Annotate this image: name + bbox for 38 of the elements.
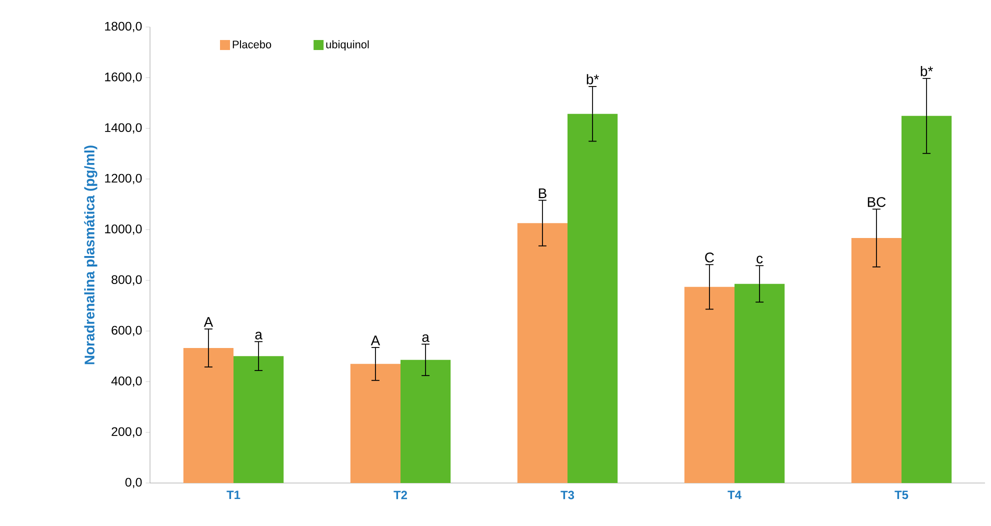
bar (350, 364, 401, 483)
data-label: b* (586, 74, 599, 84)
bar (517, 223, 568, 483)
x-tick-label: T4 (728, 490, 742, 499)
data-label: C (705, 252, 714, 262)
data-label: c (756, 256, 763, 264)
bar (851, 238, 902, 483)
data-label: a (422, 334, 430, 342)
legend-label: ubiquinol (326, 40, 369, 51)
y-axis-title: Noradrenalina plasmática (pg/ml) (84, 146, 98, 364)
x-tick-label: T5 (894, 490, 908, 500)
bar (734, 284, 785, 483)
y-tick-label: 800,0 (112, 275, 142, 286)
y-tick-label: 1800,0 (105, 22, 142, 32)
y-tick-label: 1200,0 (105, 174, 142, 184)
y-tick-label: 0,0 (125, 478, 142, 488)
bar (234, 356, 284, 483)
x-tick-label: T2 (394, 490, 408, 500)
y-tick-label: 1000,0 (105, 224, 142, 235)
x-tick-label: T1 (226, 490, 240, 499)
bar (400, 360, 451, 483)
bar (902, 116, 952, 483)
bar (684, 286, 735, 483)
y-tick-label: 400,0 (111, 376, 142, 387)
data-label: b* (920, 66, 933, 76)
y-tick-label: 600,0 (112, 326, 142, 336)
data-label: A (204, 317, 214, 327)
bar (568, 114, 618, 483)
data-label: A (370, 336, 380, 346)
data-label: a (255, 332, 262, 340)
data-label: B (538, 188, 546, 198)
x-tick-label: T3 (560, 490, 574, 500)
legend-label: Placebo (232, 40, 272, 48)
data-label: BC (868, 197, 886, 207)
y-tick-label: 200,0 (112, 427, 142, 438)
bar (183, 348, 234, 483)
y-tick-label: 1600,0 (105, 72, 142, 83)
y-tick-label: 1400,0 (105, 123, 142, 134)
